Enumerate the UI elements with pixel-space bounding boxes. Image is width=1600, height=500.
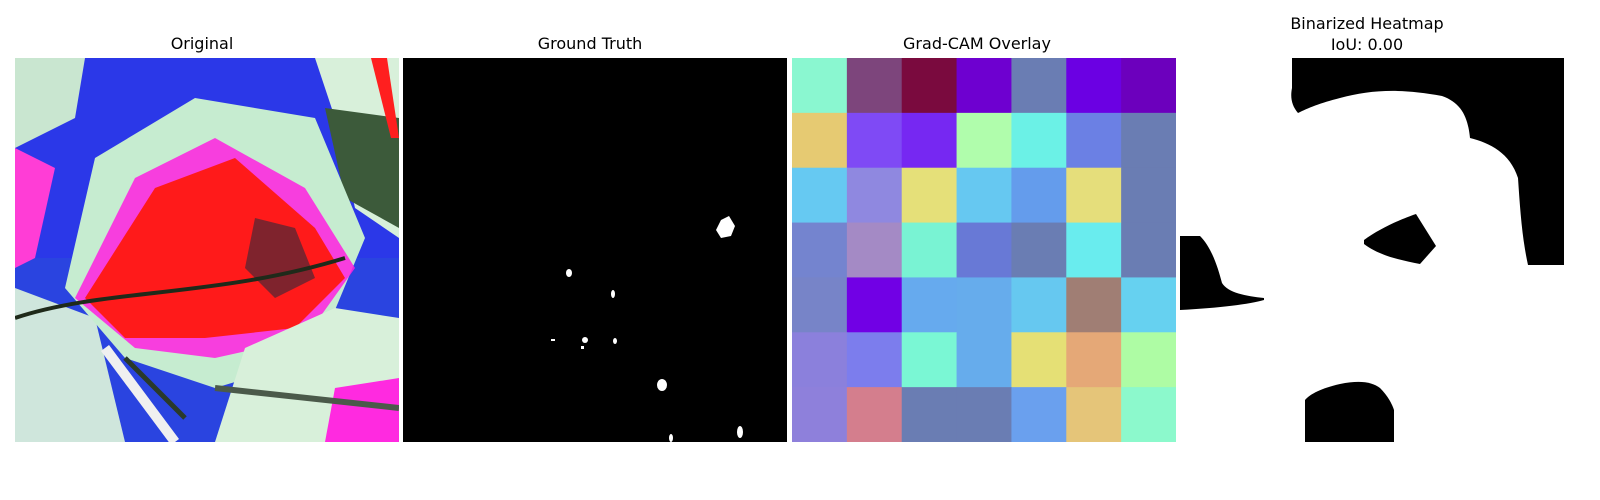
gradcam-cell-r2-c4 <box>1011 167 1067 224</box>
original-leaf-picture <box>15 58 399 442</box>
gradcam-cell-r2-c6 <box>1121 167 1176 224</box>
gradcam-cell-r3-c0 <box>792 222 848 278</box>
gradcam-cell-r2-c2 <box>901 167 958 224</box>
gradcam-cell-r0-c5 <box>1066 58 1122 114</box>
gradcam-cell-r1-c2 <box>901 112 958 169</box>
gradcam-cell-r2-c1 <box>846 167 903 224</box>
gradcam-cell-r1-c1 <box>846 112 903 169</box>
gradcam-cell-r6-c5 <box>1066 387 1122 442</box>
gradcam-cell-r0-c2 <box>901 58 958 114</box>
gradcam-cell-r4-c5 <box>1066 277 1122 333</box>
gradcam-cell-r0-c4 <box>1011 58 1067 114</box>
gradcam-cell-r1-c6 <box>1121 112 1176 169</box>
panel-title-original: Original <box>170 34 234 53</box>
binarized-heatmap-mask <box>1180 58 1564 442</box>
panel-title-ground-truth: Ground Truth <box>537 34 643 53</box>
ground-truth-mask <box>403 58 787 442</box>
gradcam-cell-r4-c1 <box>846 277 903 333</box>
gradcam-cell-r6-c3 <box>956 387 1012 442</box>
gradcam-cell-r0-c6 <box>1121 58 1176 114</box>
gradcam-cell-r5-c1 <box>846 332 903 388</box>
gradcam-cell-r0-c0 <box>792 58 848 114</box>
gradcam-cell-r6-c0 <box>792 387 848 442</box>
gradcam-cell-r4-c0 <box>792 277 848 333</box>
gradcam-cell-r3-c5 <box>1066 222 1122 278</box>
gradcam-cell-r4-c2 <box>901 277 958 333</box>
gradcam-cell-r4-c4 <box>1011 277 1067 333</box>
gradcam-cell-r1-c5 <box>1066 112 1122 169</box>
gradcam-cell-r1-c0 <box>792 112 848 169</box>
iou-score: IoU: 0.00 <box>1330 35 1404 54</box>
gradcam-cell-r5-c0 <box>792 332 848 388</box>
gradcam-cell-r3-c1 <box>846 222 903 278</box>
gradcam-overlay-image <box>792 58 1176 442</box>
gradcam-cell-r2-c3 <box>956 167 1012 224</box>
gradcam-cell-r3-c6 <box>1121 222 1176 278</box>
gradcam-cell-r4-c3 <box>956 277 1012 333</box>
gradcam-cell-r6-c4 <box>1011 387 1067 442</box>
gradcam-cell-r2-c5 <box>1066 167 1122 224</box>
gradcam-cell-r5-c3 <box>956 332 1012 388</box>
gradcam-cell-r5-c5 <box>1066 332 1122 388</box>
original-image <box>15 58 399 442</box>
gradcam-cell-r5-c6 <box>1121 332 1176 388</box>
gradcam-cell-r6-c1 <box>846 387 903 442</box>
gradcam-cell-r6-c6 <box>1121 387 1176 442</box>
gradcam-grid <box>792 58 1176 442</box>
gradcam-cell-r6-c2 <box>901 387 958 442</box>
gradcam-cell-r3-c3 <box>956 222 1012 278</box>
gradcam-cell-r0-c1 <box>846 58 903 114</box>
binarized-heatmap-title: Binarized Heatmap <box>1290 14 1444 33</box>
panel-title-binarized-heatmap: Binarized Heatmap IoU: 0.00 <box>1175 13 1559 55</box>
gradcam-cell-r3-c4 <box>1011 222 1067 278</box>
gradcam-cell-r5-c2 <box>901 332 958 388</box>
gradcam-cell-r0-c3 <box>956 58 1012 114</box>
gradcam-cell-r4-c6 <box>1121 277 1176 333</box>
gradcam-cell-r3-c2 <box>901 222 958 278</box>
gradcam-cell-r1-c3 <box>956 112 1012 169</box>
ground-truth-spots <box>403 58 787 442</box>
binarized-heatmap-image <box>1180 58 1564 442</box>
gradcam-cell-r2-c0 <box>792 167 848 224</box>
panel-title-gradcam-overlay: Grad-CAM Overlay <box>903 34 1051 53</box>
gradcam-cell-r1-c4 <box>1011 112 1067 169</box>
gradcam-cell-r5-c4 <box>1011 332 1067 388</box>
